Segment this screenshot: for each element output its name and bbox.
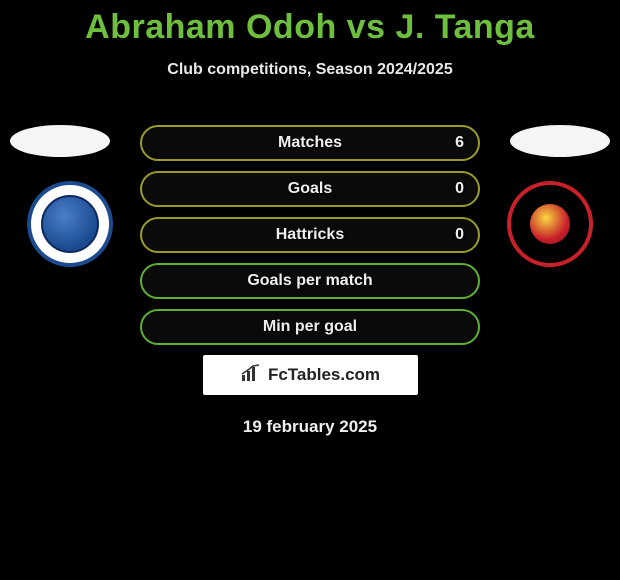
page-title: Abraham Odoh vs J. Tanga <box>0 0 620 47</box>
stat-label: Min per goal <box>263 318 357 336</box>
subtitle: Club competitions, Season 2024/2025 <box>0 61 620 79</box>
stat-row: Goals 0 <box>140 171 480 207</box>
stat-label: Matches <box>278 134 342 152</box>
chart-icon <box>240 364 262 387</box>
club-badge-right <box>507 181 593 267</box>
club-badge-right-inner <box>530 204 570 244</box>
branding-panel: FcTables.com <box>203 355 418 395</box>
stat-label: Hattricks <box>276 226 344 244</box>
stat-row: Min per goal <box>140 309 480 345</box>
player-photo-right <box>510 125 610 157</box>
stat-label: Goals <box>288 180 332 198</box>
stat-value-right: 0 <box>455 226 464 244</box>
stat-row: Matches 6 <box>140 125 480 161</box>
player-photo-left <box>10 125 110 157</box>
comparison-content: Matches 6 Goals 0 Hattricks 0 Goals per … <box>0 125 620 437</box>
stats-table: Matches 6 Goals 0 Hattricks 0 Goals per … <box>140 125 480 345</box>
stat-row: Hattricks 0 <box>140 217 480 253</box>
branding-text: FcTables.com <box>268 365 380 385</box>
club-badge-left <box>27 181 113 267</box>
stat-value-right: 0 <box>455 180 464 198</box>
club-badge-left-inner <box>41 195 99 253</box>
stat-label: Goals per match <box>247 272 372 290</box>
stat-row: Goals per match <box>140 263 480 299</box>
date-label: 19 february 2025 <box>0 417 620 437</box>
stat-value-right: 6 <box>455 134 464 152</box>
